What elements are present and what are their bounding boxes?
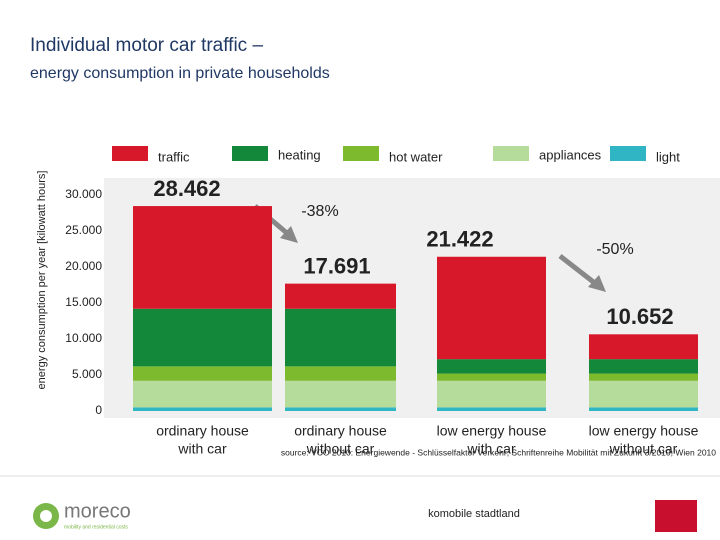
bar-segment [437,256,546,360]
logo-icon [40,510,52,522]
bar-segment [437,380,546,408]
x-tick-label: low energy house [589,423,699,439]
legend-label: traffic [158,149,190,164]
y-tick-label: 30.000 [65,187,102,201]
bar-segment [437,373,546,381]
x-tick-label: ordinary house [156,423,249,439]
y-tick-label: 25.000 [65,223,102,237]
y-tick-label: 10.000 [65,331,102,345]
source: source: VCÖ 2010: Energiewende - Schlüss… [281,447,716,457]
total-label: 28.462 [153,176,220,201]
y-axis-label: energy consumption per year [kilowatt ho… [36,171,48,390]
legend-label: hot water [389,149,443,164]
x-tick-label: low energy house [437,423,547,439]
annotation: -50% [596,241,633,258]
bar-segment [437,359,546,374]
bar-segment [285,407,396,411]
bar-segment [437,407,546,411]
bar-segment [589,334,698,360]
bar-segment [285,366,396,381]
bar-segment [285,380,396,408]
y-tick-label: 0 [95,403,102,417]
annotation: -38% [301,203,338,220]
bar-segment [589,373,698,381]
title: Individual motor car traffic – [30,35,263,56]
footer-center: komobile stadtland [428,508,520,520]
bar-segment [133,407,272,411]
y-tick-label: 15.000 [65,295,102,309]
total-label: 21.422 [426,227,493,252]
x-tick-label: without car [609,441,678,457]
x-tick-label: with car [177,441,227,457]
x-tick-label: ordinary house [294,423,387,439]
y-tick-label: 20.000 [65,259,102,273]
legend-swatch [112,146,148,161]
bar-segment [285,308,396,367]
legend-swatch [343,146,379,161]
total-label: 17.691 [303,253,370,278]
bar-segment [589,380,698,408]
legend-label: light [656,149,680,164]
y-tick-label: 5.000 [72,367,102,381]
total-label: 10.652 [606,304,673,329]
bar-segment [133,380,272,408]
legend-swatch [493,146,529,161]
legend-swatch [610,146,646,161]
logo-sub: mobility and residential costs [64,524,128,530]
legend-label: heating [278,147,321,162]
subtitle: energy consumption in private households [30,65,330,82]
bar-segment [589,407,698,411]
bar-segment [589,359,698,374]
bar-segment [133,308,272,367]
logo: moreco [64,500,131,522]
bar-segment [133,366,272,381]
partner-logo [655,500,697,532]
x-tick-label: with car [466,441,516,457]
legend-label: appliances [539,147,602,162]
legend-swatch [232,146,268,161]
bar-segment [285,283,396,309]
bar-segment [133,206,272,309]
x-tick-label: without car [306,441,375,457]
